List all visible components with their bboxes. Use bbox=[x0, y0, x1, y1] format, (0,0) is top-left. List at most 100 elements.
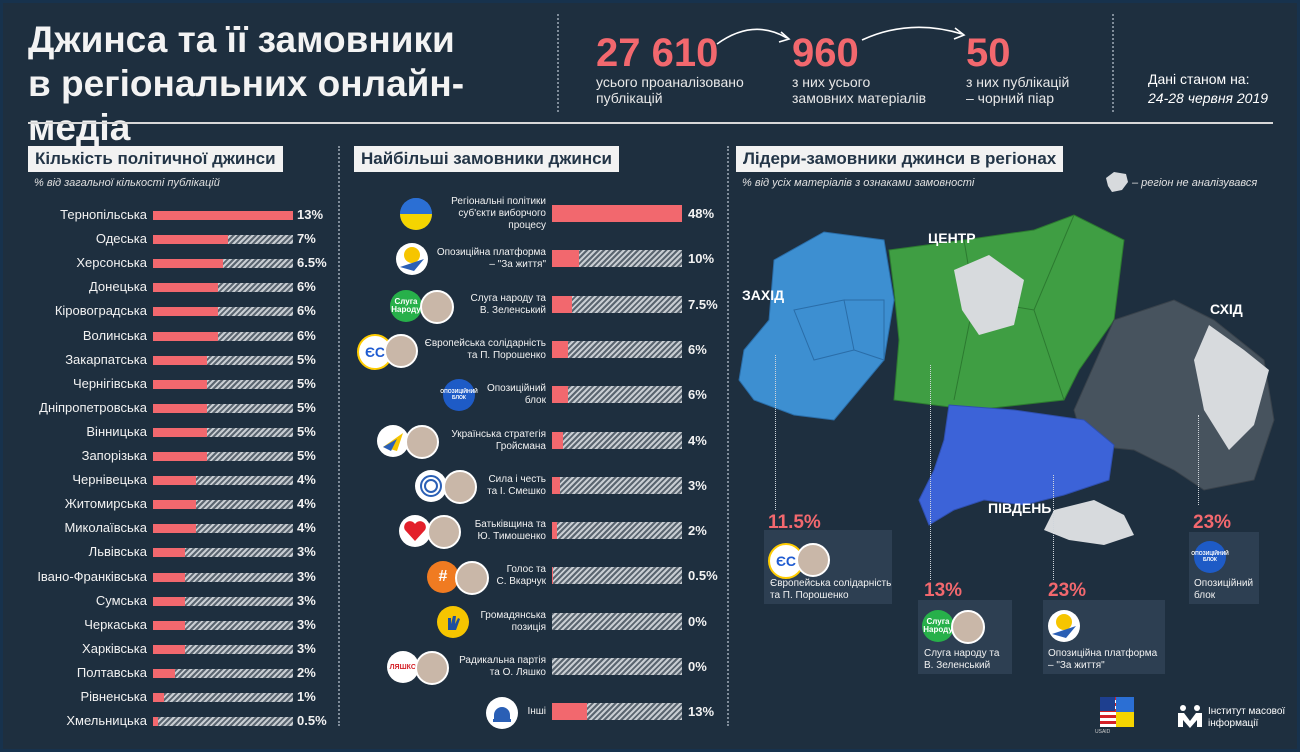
connector-west bbox=[775, 355, 776, 510]
bar-track bbox=[153, 211, 293, 220]
bar-label: Рівненська bbox=[80, 689, 147, 704]
bar-track bbox=[153, 548, 293, 558]
divider bbox=[557, 14, 559, 112]
bar-value-label: 2% bbox=[297, 664, 316, 680]
bar-label: Громадянська позиція bbox=[480, 609, 546, 633]
panel3-title: Лідери-замовники джинси в регіонах bbox=[736, 146, 1064, 172]
bar bbox=[552, 476, 561, 494]
bar bbox=[153, 596, 186, 606]
bar-track bbox=[552, 295, 682, 313]
stat-black-pr-value: 50 bbox=[966, 31, 1011, 75]
bar-label: Сумська bbox=[95, 592, 147, 608]
parliament-icon bbox=[486, 697, 518, 729]
stat-total-label-1: усього проаналізовано bbox=[596, 74, 744, 90]
zone-label-east: СХІД bbox=[1210, 301, 1243, 317]
region-not-analyzed-icon bbox=[1106, 172, 1128, 192]
stat-total-value: 27 610 bbox=[596, 31, 719, 75]
panel1-subtitle: % від загальної кількості публікацій bbox=[34, 177, 220, 189]
bar-track bbox=[552, 612, 682, 630]
bar-value-label: 6% bbox=[297, 303, 316, 319]
avatar-zelensky bbox=[951, 610, 985, 644]
card-south-label: Опозиційна платформа – "За життя" bbox=[1048, 648, 1158, 671]
bar-track bbox=[153, 620, 293, 630]
bar-track bbox=[153, 717, 293, 727]
bar bbox=[552, 567, 554, 585]
bar-value-label: 3% bbox=[297, 616, 316, 632]
avatar-zelensky bbox=[420, 290, 454, 324]
bar bbox=[153, 668, 175, 678]
bar bbox=[153, 259, 223, 269]
bar-value-label: 4% bbox=[297, 520, 316, 536]
bar-label: Чернівецька bbox=[72, 472, 147, 488]
bar-track bbox=[153, 307, 293, 317]
avatar-vakarchuk bbox=[455, 561, 489, 595]
bar-track bbox=[153, 259, 293, 269]
bar-value-label: 4% bbox=[297, 472, 316, 488]
card-south-pct: 23% bbox=[1048, 580, 1087, 601]
bar bbox=[552, 703, 588, 721]
bar-value-label: 4% bbox=[297, 496, 316, 512]
bar-label: Волинська bbox=[82, 327, 147, 343]
stat-total-label-2: публікацій bbox=[596, 90, 663, 106]
bar-label: Закарпатська bbox=[65, 351, 147, 367]
bar-track bbox=[552, 522, 682, 540]
bar-track bbox=[153, 452, 293, 461]
bar-value-label: 3% bbox=[297, 640, 316, 656]
bar-track bbox=[153, 427, 293, 437]
crimea-not-analyzed bbox=[1044, 500, 1134, 545]
bar bbox=[552, 340, 569, 358]
bar-track bbox=[153, 644, 293, 654]
imi-logo-icon bbox=[1178, 705, 1202, 728]
bar-label: Запорізька bbox=[81, 448, 147, 463]
bar-label: Тернопільська bbox=[60, 207, 147, 222]
bar-value-label: 5% bbox=[297, 423, 316, 439]
bar-track bbox=[552, 205, 682, 222]
bar-track bbox=[552, 386, 682, 404]
bar bbox=[153, 331, 218, 341]
ukraine-flag-small-icon bbox=[1116, 697, 1134, 727]
bar-track bbox=[153, 572, 293, 582]
bar-label: Хмельницька bbox=[66, 713, 147, 729]
bar-label: Слуга народу та В. Зеленський bbox=[470, 292, 546, 316]
bar-label: Полтавська bbox=[76, 664, 147, 680]
bar bbox=[153, 548, 186, 558]
bar bbox=[153, 452, 207, 461]
stat-black-pr-label-2: – чорний піар bbox=[966, 90, 1055, 106]
bar-value-label: 3% bbox=[297, 592, 316, 608]
bar bbox=[153, 500, 197, 510]
bar-value-label: 13% bbox=[297, 207, 324, 222]
bar-track bbox=[153, 331, 293, 341]
opzzh-logo-icon bbox=[396, 243, 428, 275]
region-east-not-analyzed bbox=[1194, 325, 1269, 450]
bar-label: Європейська солідарність та П. Порошенко bbox=[424, 337, 546, 361]
bar-track bbox=[153, 596, 293, 606]
bar bbox=[153, 379, 207, 389]
bar-value-label: 3% bbox=[297, 568, 316, 584]
region-west bbox=[738, 231, 895, 421]
bar bbox=[552, 295, 573, 313]
bar-track bbox=[552, 476, 682, 494]
bar-value-label: 0% bbox=[688, 613, 707, 629]
bar bbox=[153, 235, 229, 245]
panel3-subtitle: % від усіх матеріалів з ознаками замовно… bbox=[742, 177, 975, 189]
bar bbox=[153, 283, 218, 293]
bar-track bbox=[153, 500, 293, 510]
bar-value-label: 4% bbox=[688, 432, 707, 448]
bar-value-label: 13% bbox=[688, 704, 715, 720]
bar-label: Голос та С. Вкарчук bbox=[496, 564, 546, 588]
bar-track bbox=[552, 567, 682, 585]
title-line-1: Джинса та її замовники bbox=[28, 19, 455, 60]
opposition-bloc-logo-icon: ОПОЗИЦІЙНИЙ БЛОК bbox=[440, 379, 478, 411]
bar-label: Львівська bbox=[88, 544, 147, 560]
bar-label: Батьківщина та Ю. Тимошенко bbox=[474, 519, 546, 543]
card-west-label: Європейська солідарність та П. Порошенко bbox=[770, 578, 892, 601]
bar bbox=[552, 431, 563, 449]
bar-value-label: 5% bbox=[297, 399, 316, 415]
bar-value-label: 5% bbox=[297, 448, 316, 463]
opposition-bloc-logo-icon: ОПОЗИЦІЙНИЙ БЛОК bbox=[1191, 541, 1229, 573]
usaid-label: USAID bbox=[1095, 729, 1111, 735]
zone-label-south: ПІВДЕНЬ bbox=[988, 500, 1052, 516]
stat-black-pr: 50 з них публікацій – чорний піар bbox=[966, 32, 1069, 106]
date-block: Дані станом на: 24-28 червня 2019 bbox=[1148, 70, 1268, 108]
